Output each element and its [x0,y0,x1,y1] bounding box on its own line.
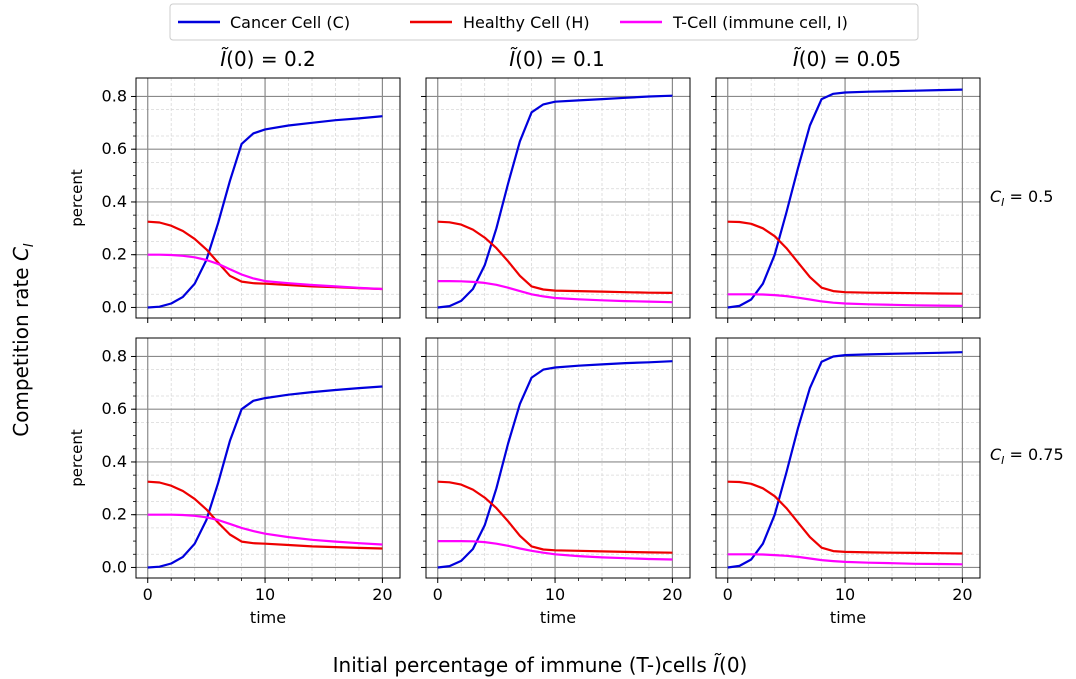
series-healthy-line [727,220,963,295]
y-tick-label: 0.4 [102,452,127,471]
x-tick-label: 20 [662,585,682,604]
x-tick-label: 10 [835,585,855,604]
legend: Cancer Cell (C) Healthy Cell (H) T-Cell … [169,3,919,41]
series-tcell-line [437,280,673,304]
series-tcell-line [437,539,673,561]
series-cancer-line [147,115,383,309]
series-healthy-line [437,220,673,294]
x-axis-label: time [540,608,576,627]
col-title-2: Ĩ(0) = 0.05 [793,47,901,71]
panels: 0.0 0.2 0.4 0.6 0.8 percent 0.0 0.2 0.4 0.6 0.8 per… [68,77,981,627]
col-title-0: Ĩ(0) = 0.2 [220,47,316,71]
sup-ylabel: Competition rate CI [9,243,37,437]
panel-0-2 [711,77,981,323]
x-tick-label: 10 [545,585,565,604]
axes-frame [135,337,401,579]
series-tcell-line [727,293,963,307]
series-tcell-line [147,253,383,291]
series-healthy-line [437,480,673,554]
x-tick-label: 0 [723,585,733,604]
series-tcell-line [147,513,383,546]
series-healthy-line [147,480,383,550]
y-tick-label: 0.6 [102,139,127,158]
x-tick-label: 10 [255,585,275,604]
col-title-1: Ĩ(0) = 0.1 [509,47,605,71]
panel-0-1 [421,77,691,323]
y-tick-label: 0.8 [102,86,127,105]
y-tick-label: 0.4 [102,192,127,211]
axes-frame [715,77,981,319]
y-tick-label: 0.0 [102,297,127,316]
axes-frame [425,337,691,579]
y-tick-label: 0.2 [102,505,127,524]
panel-0-0: 0.0 0.2 0.4 0.6 0.8 percent [68,77,401,323]
series-healthy-line [727,480,963,555]
y-tick-label: 0.0 [102,557,127,576]
axes-frame [135,77,401,319]
legend-frame [169,3,919,41]
series-cancer-line [147,385,383,569]
legend-label-cancer: Cancer Cell (C) [230,13,350,32]
row-label-0: CI = 0.5 [990,187,1053,209]
y-tick-label: 0.2 [102,245,127,264]
axes-frame [425,77,691,319]
x-tick-label: 0 [143,585,153,604]
y-tick-label: 0.8 [102,346,127,365]
panel-1-1: 0 10 20 time [421,337,691,627]
sup-xlabel: Initial percentage of immune (T-)cells Ĩ… [333,653,748,677]
x-tick-label: 20 [372,585,392,604]
series-cancer-line [437,94,673,309]
x-tick-label: 0 [433,585,443,604]
y-axis-label: percent [68,429,86,487]
series-cancer-line [727,88,963,309]
row-label-1: CI = 0.75 [990,445,1064,467]
y-axis-label: percent [68,169,86,227]
x-axis-label: time [830,608,866,627]
x-axis-label: time [250,608,286,627]
panel-1-0: 0.0 0.2 0.4 0.6 0.8 percent 0 10 20 time [68,337,401,627]
legend-label-healthy: Healthy Cell (H) [463,13,590,32]
axes-frame [715,337,981,579]
panel-1-2: 0 10 20 time [711,337,981,627]
series-cancer-line [727,351,963,569]
x-tick-label: 20 [952,585,972,604]
series-tcell-line [727,553,963,566]
legend-label-tcell: T-Cell (immune cell, I) [672,13,848,32]
y-tick-label: 0.6 [102,399,127,418]
series-cancer-line [437,360,673,569]
